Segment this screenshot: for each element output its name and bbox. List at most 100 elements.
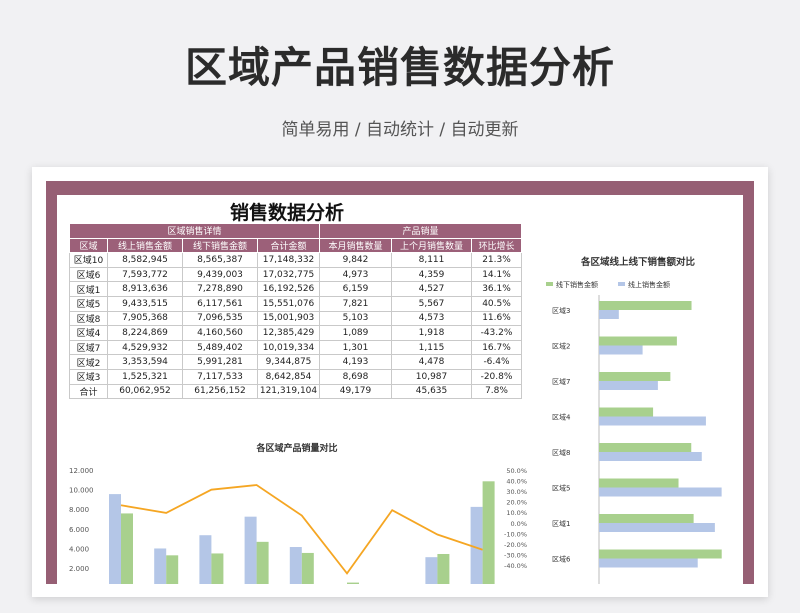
table-cell: 8,582,945 [107,252,183,268]
column-header: 本月销售数量 [319,237,392,254]
y2-tick-label: 10.0% [506,509,527,517]
table-cell: 4,359 [391,266,472,283]
bar-last-month-区域1 [211,553,224,584]
table-cell: 10,019,334 [257,339,320,356]
bar-this-month-区域5 [244,516,257,584]
legend-label: 线下销售金额 [556,280,598,289]
table-cell: 区域8 [69,310,108,327]
bar-last-month-区域8 [301,552,314,584]
group-header-sales: 区域销售详情 [69,223,320,239]
bar-online-区域1 [599,523,715,532]
table-cell: 11.6% [471,310,522,327]
table-cell: 4,478 [391,354,472,370]
table-row: 区域6 7,593,772 9,439,003 17,032,775 4,973 4,35… [69,266,522,283]
table-cell: 6,117,561 [182,295,258,312]
table-cell: 60,062,952 [107,383,183,400]
table-group-header: 区域销售详情 产品销量 [69,223,522,239]
table-cell: 40.5% [471,295,522,312]
table-row: 区域10 8,582,945 8,565,387 17,148,332 9,842 8,1… [69,252,522,268]
table-cell: 7.8% [471,383,522,400]
page-title: 区域产品销售数据分析 [184,43,615,92]
table-cell: 5,103 [319,310,392,327]
bar-offline-区域7 [599,372,671,381]
y2-tick-label: -30.0% [504,551,527,559]
group-header-volume: 产品销量 [319,223,522,239]
category-label: 区域3 [552,306,570,315]
bar-offline-区域5 [599,478,679,488]
table-cell: 9,842 [319,252,392,268]
bar-online-区域7 [599,381,658,390]
bar-offline-区域1 [599,514,694,523]
column-header: 线上销售金额 [107,237,183,254]
table-cell: -6.4% [471,354,522,370]
y-tick-label: 6.000 [69,526,89,534]
bar-this-month-区域2 [425,557,438,584]
table-row: 区域8 7,905,368 7,096,535 15,001,903 5,103 4,57… [69,310,522,327]
table-cell: 16,192,526 [257,281,320,297]
table-row: 区域5 9,433,515 6,117,561 15,551,076 7,821 5,56… [69,295,522,312]
table-cell: 8,913,636 [107,281,183,297]
bar-this-month-区域3 [470,506,483,584]
table-cell: 合计 [69,383,108,400]
table-cell: 5,991,281 [182,354,258,370]
combo-chart-title: 各区域产品销量对比 [256,444,338,454]
table-cell: 1,525,321 [107,368,183,385]
table-cell: 区域3 [69,368,108,385]
table-total-row: 合计 60,062,952 61,256,152 121,319,104 49,179 4… [69,383,522,400]
table-cell: 15,001,903 [257,310,320,327]
table-cell: 17,032,775 [257,266,320,283]
spreadsheet-frame: 销售数据分析 区域销售详情 产品销量 区域 线上销售金额 线下销售金额 合计金额 本月销… [46,181,754,584]
table-cell: 4,529,932 [107,339,183,356]
bar-online-区域5 [599,487,722,497]
column-header: 线下销售金额 [182,237,258,254]
bar-online-区域4 [599,416,706,426]
y2-tick-label: 0.0% [510,520,527,528]
category-label: 区域4 [552,413,571,422]
bar-this-month-区域10 [109,494,121,584]
category-label: 区域5 [552,484,570,493]
y2-tick-label: 30.0% [506,488,527,496]
y-tick-label: 8.000 [69,506,89,514]
bar-online-区域3 [599,310,619,319]
bar-last-month-区域6 [166,555,179,584]
y2-tick-label: 50.0% [506,467,527,475]
table-cell: 16.7% [471,339,522,356]
table-cell: 12,385,429 [257,325,320,341]
y2-tick-label: -10.0% [504,530,527,538]
table-cell: 45,635 [391,383,472,400]
y2-tick-label: -40.0% [504,562,527,570]
column-header: 环比增长 [471,237,522,254]
table-column-header: 区域 线上销售金额 线下销售金额 合计金额 本月销售数量 上个月销售数量 环比增长 [69,237,522,254]
page-subtitle: 简单易用 / 自动统计 / 自动更新 [281,120,519,140]
bar-this-month-区域8 [289,547,302,584]
table-cell: 9,439,003 [182,266,258,283]
table-cell: 区域6 [69,266,108,283]
bar-last-month-区域2 [437,553,450,584]
table-cell: 9,433,515 [107,295,183,312]
table-cell: 区域5 [69,295,108,312]
bar-offline-区域2 [599,336,677,346]
bar-offline-区域8 [599,443,692,452]
table-cell: 1,089 [319,325,392,341]
table-cell: 8,224,869 [107,325,183,341]
table-cell: 4,160,560 [182,325,258,341]
y2-tick-label: 40.0% [506,478,527,486]
table-cell: 7,593,772 [107,266,183,283]
category-label: 区域6 [552,555,571,564]
bar-last-month-区域3 [482,481,495,584]
bar-this-month-区域1 [199,535,212,584]
table-cell: 7,117,533 [182,368,258,385]
bar-last-month-区域10 [121,513,133,584]
category-label: 区域2 [552,342,570,351]
bar-offline-区域6 [599,549,722,559]
bar-this-month-区域6 [154,548,167,584]
legend-swatch [546,282,553,286]
table-cell: 区域10 [69,252,108,268]
table-cell: 17,148,332 [257,252,320,268]
hbar-chart-title: 各区域线上线下销售额对比 [580,257,695,268]
table-cell: 3,353,594 [107,354,183,370]
table-cell: 15,551,076 [257,295,320,312]
table-cell: -43.2% [471,325,522,341]
table-row: 区域2 3,353,594 5,991,281 9,344,875 4,193 4,478… [69,354,522,370]
table-cell: 14.1% [471,266,522,283]
